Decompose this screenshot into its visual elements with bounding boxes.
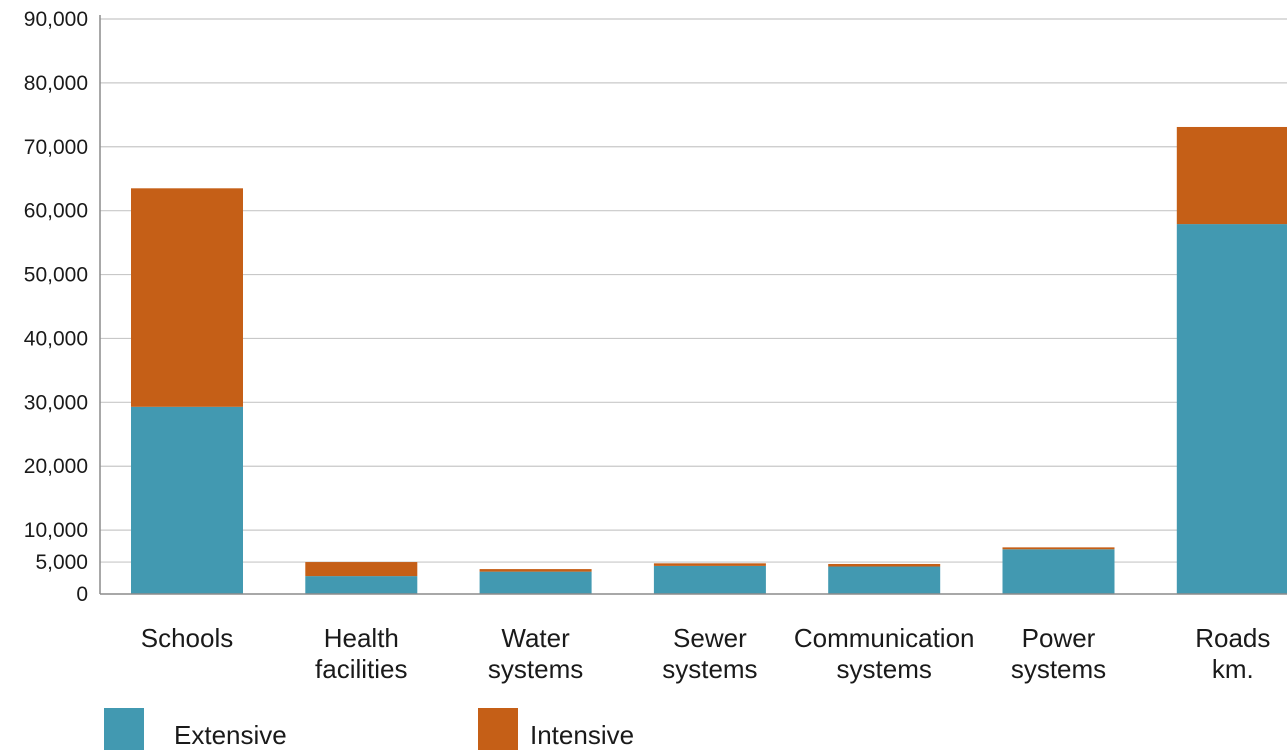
x-tick-label: Sewer bbox=[673, 623, 747, 653]
y-tick-label: 50,000 bbox=[24, 264, 88, 287]
bar-extensive bbox=[653, 565, 766, 594]
legend-label: Intensive bbox=[530, 720, 634, 750]
legend-swatch bbox=[478, 708, 518, 750]
x-tick-label: km. bbox=[1212, 654, 1254, 684]
bar-intensive bbox=[479, 569, 592, 572]
gridlines bbox=[100, 18, 1287, 563]
bar-extensive bbox=[131, 406, 243, 594]
y-tick-label: 40,000 bbox=[24, 327, 88, 350]
bar-intensive bbox=[131, 188, 243, 407]
x-tick-label: Roads bbox=[1195, 623, 1270, 653]
x-tick-label: systems bbox=[837, 654, 932, 684]
bar-extensive bbox=[305, 576, 418, 594]
y-tick-label: 70,000 bbox=[24, 136, 88, 159]
bar-intensive bbox=[1002, 547, 1115, 550]
x-tick-label: Communication bbox=[794, 623, 975, 653]
y-tick-label: 5,000 bbox=[35, 551, 88, 574]
bar-intensive bbox=[828, 563, 941, 567]
bar-intensive bbox=[1176, 126, 1287, 225]
y-tick-label: 30,000 bbox=[24, 391, 88, 414]
bar-extensive bbox=[828, 566, 941, 594]
y-tick-label: 60,000 bbox=[24, 200, 88, 223]
x-tick-label: systems bbox=[1011, 654, 1106, 684]
bar-intensive bbox=[653, 563, 766, 566]
x-tick-label: systems bbox=[662, 654, 757, 684]
x-tick-label: Health bbox=[324, 623, 399, 653]
y-tick-labels: 0 5,000 10,000 20,000 30,000 40,000 50,000 60,0… bbox=[24, 8, 88, 606]
y-tick-label: 90,000 bbox=[24, 8, 88, 31]
x-tick-labels: Schools HealthfacilitiesWatersystemsSewer… bbox=[141, 623, 1271, 684]
x-tick-label: systems bbox=[488, 654, 583, 684]
legend: Extensive Intensive bbox=[104, 708, 634, 750]
x-tick-label: facilities bbox=[315, 654, 407, 684]
x-tick-label: Power bbox=[1022, 623, 1096, 653]
bars bbox=[131, 126, 1287, 595]
bar-extensive bbox=[1002, 549, 1115, 594]
y-tick-label: 10,000 bbox=[24, 519, 88, 542]
y-tick-label: 80,000 bbox=[24, 72, 88, 95]
y-tick-label: 0 bbox=[76, 583, 88, 606]
bar-intensive bbox=[305, 562, 418, 577]
x-tick-label: Water bbox=[501, 623, 570, 653]
x-tick-label: Schools bbox=[141, 623, 234, 653]
legend-label: Extensive bbox=[174, 720, 287, 750]
bar-extensive bbox=[1176, 224, 1287, 595]
bar-extensive bbox=[479, 571, 592, 594]
y-tick-label: 20,000 bbox=[24, 455, 88, 478]
axes bbox=[99, 15, 1287, 595]
legend-swatch bbox=[104, 708, 144, 750]
